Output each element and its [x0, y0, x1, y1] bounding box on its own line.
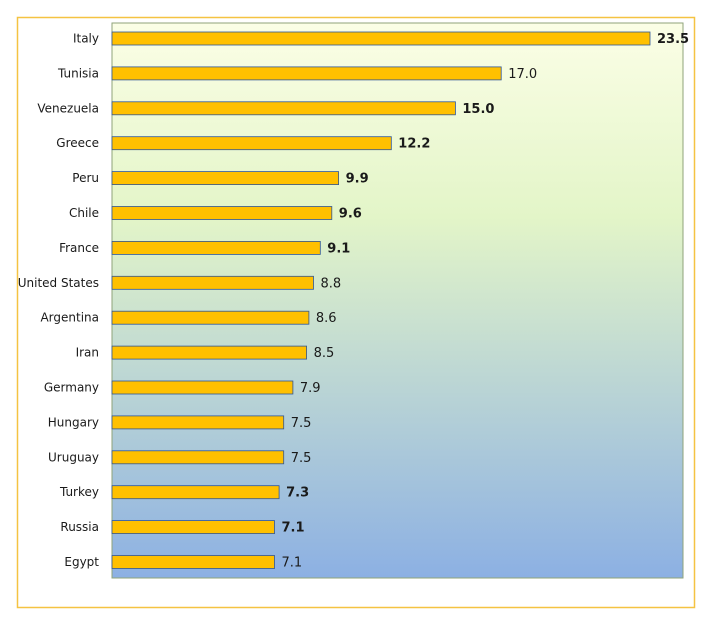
value-label-tunisia: 17.0 [508, 67, 537, 82]
value-label-italy: 23.5 [657, 32, 689, 47]
value-label-france: 9.1 [327, 241, 350, 256]
value-label-turkey: 7.3 [286, 486, 309, 501]
value-label-argentina: 8.6 [316, 311, 337, 326]
category-label-hungary: Hungary [48, 415, 99, 429]
category-label-peru: Peru [72, 171, 99, 185]
value-label-iran: 8.5 [314, 346, 335, 361]
category-label-greece: Greece [56, 136, 99, 150]
bar-italy [111, 31, 651, 46]
value-label-peru: 9.9 [346, 172, 369, 187]
value-label-germany: 7.9 [300, 381, 321, 396]
category-labels: Italy Tunisia Venezuela Greece Peru Chile Fran… [18, 32, 100, 570]
bar-russia [111, 520, 275, 534]
bar-united-states [111, 275, 314, 290]
bar-greece [111, 136, 392, 151]
bar-egypt [111, 555, 275, 569]
category-label-egypt: Egypt [64, 555, 99, 569]
bar-germany [111, 380, 294, 395]
bar-uruguay [111, 450, 285, 465]
category-label-germany: Germany [44, 381, 99, 395]
bar-hungary [111, 415, 285, 430]
category-label-iran: Iran [76, 346, 99, 360]
category-label-france: France [59, 241, 99, 255]
category-label-argentina: Argentina [40, 311, 99, 325]
category-label-chile: Chile [69, 206, 99, 220]
value-label-greece: 12.2 [398, 137, 430, 152]
category-label-uruguay: Uruguay [48, 450, 99, 464]
value-label-egypt: 7.1 [282, 556, 303, 571]
bar-iran [111, 345, 308, 360]
value-label-chile: 9.6 [339, 207, 362, 222]
category-label-russia: Russia [60, 520, 99, 534]
value-labels: 23.5 17.0 15.0 12.2 9.9 9.6 9.1 8.8 8.6 8.5 7.9 7.5… [282, 32, 690, 571]
bar-venezuela [111, 101, 456, 116]
category-label-venezuela: Venezuela [37, 101, 99, 115]
bar-peru [111, 171, 340, 186]
value-label-russia: 7.1 [282, 521, 305, 536]
bar-turkey [111, 485, 280, 500]
bar-france [111, 240, 321, 255]
category-label-united-states: United States [18, 276, 99, 290]
category-label-tunisia: Tunisia [57, 66, 99, 80]
value-label-united-states: 8.8 [321, 276, 342, 291]
bar-argentina [111, 310, 310, 325]
category-label-italy: Italy [73, 32, 99, 46]
value-label-venezuela: 15.0 [462, 102, 494, 117]
value-label-hungary: 7.5 [291, 416, 312, 431]
category-label-turkey: Turkey [59, 485, 99, 499]
bar-chile [111, 206, 333, 220]
bar-tunisia [111, 66, 502, 81]
bars-layer [111, 31, 651, 569]
value-label-uruguay: 7.5 [291, 451, 312, 466]
